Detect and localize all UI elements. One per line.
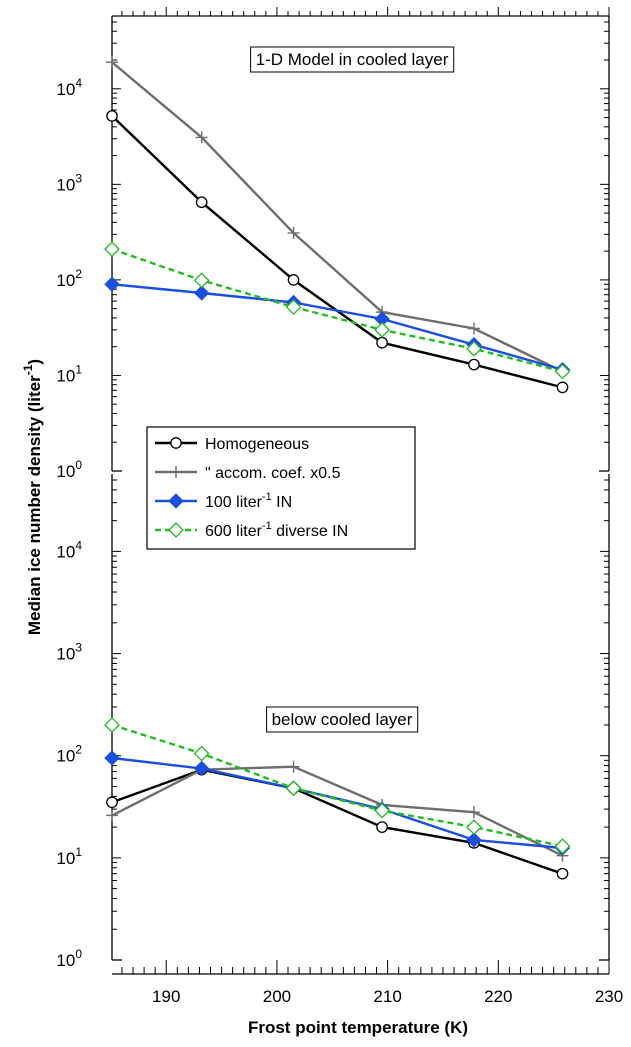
data-point — [288, 275, 298, 285]
data-point — [107, 111, 117, 121]
y-tick-label: 102 — [56, 267, 82, 290]
y-axis-title-sup: -1 — [21, 364, 35, 375]
x-tick-label: 210 — [373, 987, 401, 1006]
legend-label: " accom. coef. x0.5 — [205, 465, 341, 482]
data-point — [105, 751, 119, 765]
y-tick-label: 103 — [56, 641, 82, 664]
data-point — [105, 242, 119, 256]
x-tick-label: 230 — [595, 987, 623, 1006]
data-point — [557, 868, 567, 878]
y-axis-title-close: ) — [25, 359, 44, 365]
x-tick-label: 190 — [152, 987, 180, 1006]
annotation-text: below cooled layer — [272, 710, 413, 729]
y-tick-label: 101 — [56, 845, 82, 868]
annotation: 1-D Model in cooled layer — [251, 47, 454, 72]
y-axis-title-main: Median ice number density (liter — [25, 375, 44, 635]
data-point — [556, 839, 570, 853]
annotation-text: 1-D Model in cooled layer — [256, 50, 449, 69]
legend-label: 600 liter-1 diverse IN — [205, 520, 348, 540]
series-line — [112, 116, 563, 388]
legend: Homogeneous " accom. coef. x0.5 100 liter-… — [147, 427, 415, 549]
data-point — [377, 338, 387, 348]
series-hom — [107, 111, 568, 393]
data-point — [195, 273, 209, 287]
data-point — [468, 322, 480, 334]
data-point — [377, 822, 387, 832]
legend-label: Homogeneous — [205, 436, 309, 453]
x-tick-label: 220 — [484, 987, 512, 1006]
x-axis-title: Frost point temperature (K) — [248, 1018, 468, 1037]
legend-entry-in100: 100 liter-1 IN — [155, 491, 292, 511]
legend-label: 100 liter-1 IN — [205, 491, 292, 511]
data-point — [375, 323, 389, 337]
x-tick-label: 200 — [263, 987, 291, 1006]
y-axis-title: Median ice number density (liter-1) — [21, 359, 44, 635]
series-line — [112, 62, 563, 371]
y-tick-label: 104 — [56, 76, 82, 99]
y-tick-label: 101 — [56, 362, 82, 385]
data-point — [287, 781, 301, 795]
series-line — [112, 758, 563, 848]
series-line — [112, 284, 563, 369]
data-point — [556, 364, 570, 378]
y-tick-label: 103 — [56, 171, 82, 194]
legend-marker — [171, 438, 181, 448]
data-point — [467, 820, 481, 834]
y-tick-label: 102 — [56, 743, 82, 766]
data-point — [105, 718, 119, 732]
y-tick-label: 104 — [56, 538, 82, 561]
series-hom_acc — [106, 56, 569, 377]
x-axis: 190 200 210 220 230 — [112, 960, 623, 1006]
y-tick-label: 100 — [56, 947, 82, 970]
series-in100 — [105, 277, 570, 376]
data-point — [196, 197, 206, 207]
data-point — [469, 359, 479, 369]
panel-top: 100 101 102 103 104 1-D Model in cooled layer — [56, 7, 609, 481]
series-in100 — [105, 751, 570, 855]
data-point — [288, 761, 300, 773]
y-tick-label: 100 — [56, 458, 82, 481]
series-hom_acc — [106, 761, 569, 862]
annotation: below cooled layer — [267, 707, 418, 732]
data-point — [557, 382, 567, 392]
data-point — [106, 809, 118, 821]
data-point — [107, 797, 117, 807]
data-point — [195, 747, 209, 761]
data-point — [468, 806, 480, 818]
